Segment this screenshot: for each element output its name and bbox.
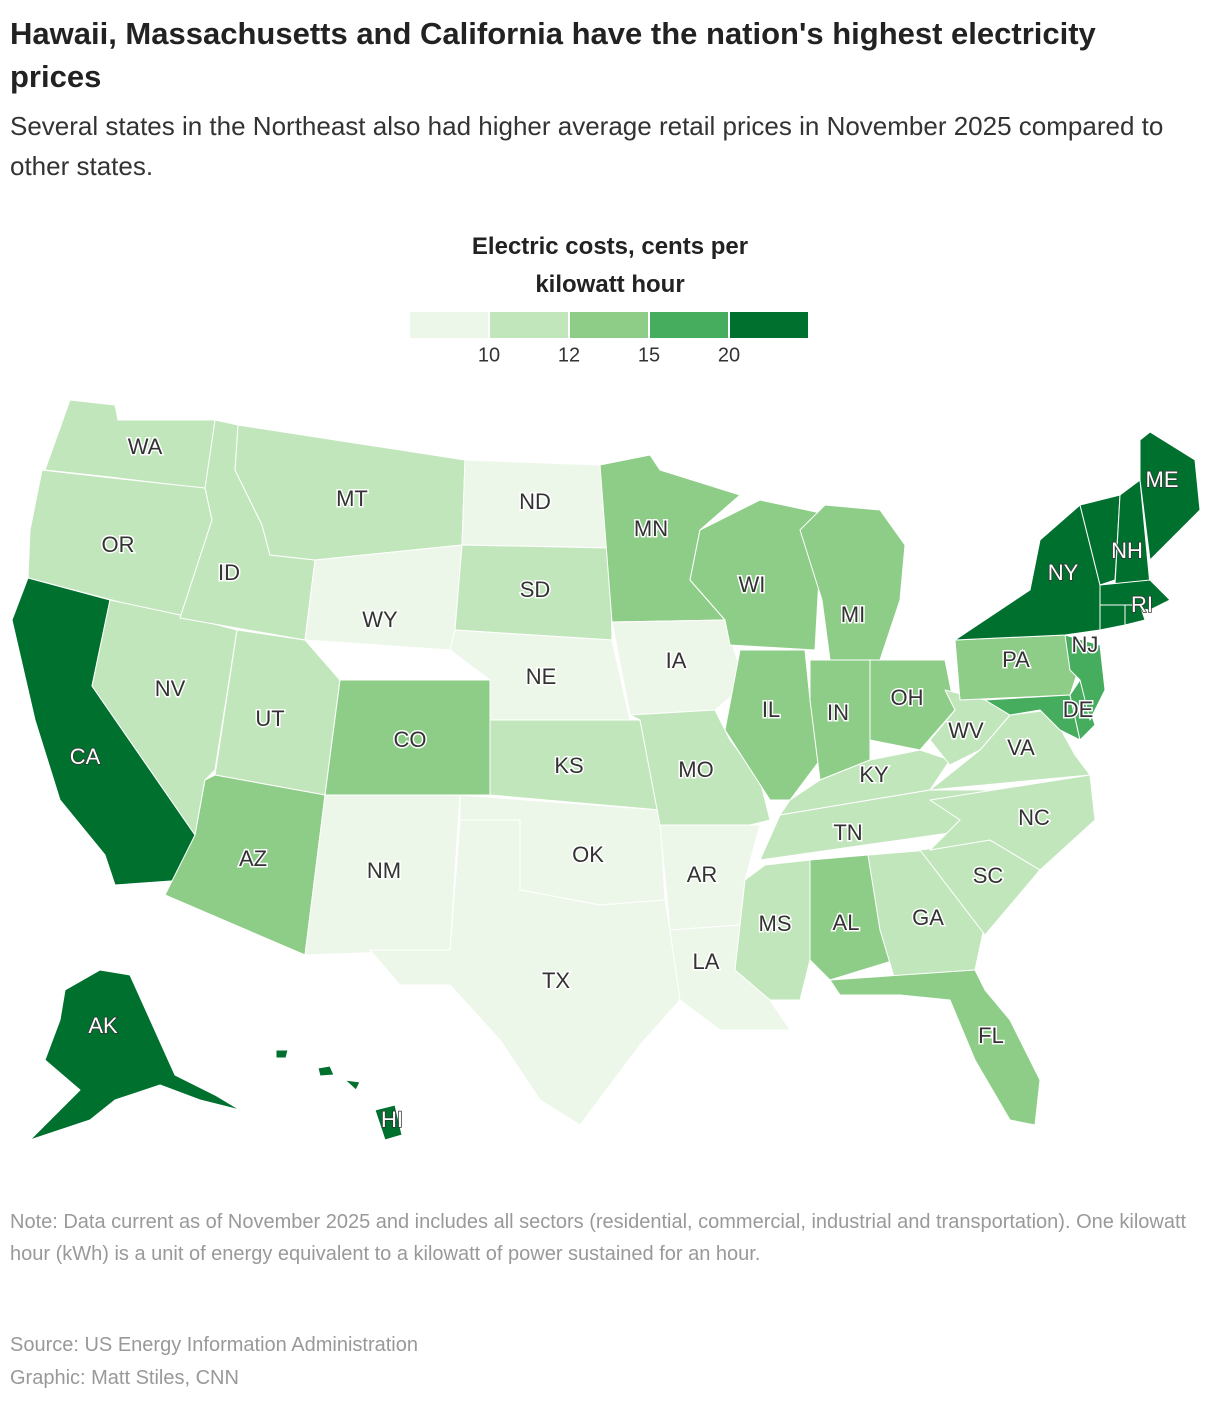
state-label: AR (687, 862, 718, 887)
state-label: OH (891, 685, 924, 710)
state-label: MT (336, 486, 368, 511)
note: Note: Data current as of November 2025 a… (10, 1211, 1187, 1265)
state-label: CO (394, 727, 427, 752)
state (1099, 579, 1171, 611)
state-label: PA (1002, 647, 1030, 672)
state-label: WY (362, 607, 398, 632)
state-label: SC (973, 863, 1004, 888)
state-label: GA (912, 905, 944, 930)
state (1139, 431, 1201, 561)
state (1064, 634, 1106, 721)
title: Hawaii, Massachusetts and California hav… (10, 16, 1096, 94)
state-label: DE (1063, 697, 1094, 722)
state-label: OR (102, 532, 135, 557)
legend-tick-label: 10 (478, 344, 500, 366)
state-label: SD (520, 577, 551, 602)
legend-swatch (490, 312, 568, 338)
state-label: RI (1131, 592, 1153, 617)
state-label: NV (155, 676, 186, 701)
state-label: NM (367, 858, 401, 883)
state (929, 774, 1096, 871)
legend-tick-label: 20 (718, 344, 740, 366)
state-label: TX (542, 968, 570, 993)
state-label: KS (554, 753, 583, 778)
state-label: IA (666, 648, 687, 673)
state-label: NJ (1072, 632, 1099, 657)
state-label: LA (693, 949, 720, 974)
state-label: WA (128, 434, 163, 459)
legend-tick-label: 12 (558, 344, 580, 366)
state-label: AK (88, 1013, 118, 1038)
state (1069, 679, 1096, 741)
state (629, 709, 771, 826)
state (1124, 604, 1146, 626)
state (29, 969, 241, 1141)
legend-swatch (730, 312, 808, 338)
credit: Graphic: Matt Stiles, CNN (10, 1367, 239, 1389)
state-label: HI (381, 1107, 403, 1132)
state-label: CA (70, 744, 101, 769)
state-label: VA (1007, 735, 1035, 760)
state-label: ID (218, 560, 240, 585)
state-label: MN (634, 516, 668, 541)
state-label: IL (762, 697, 780, 722)
state-label: NE (526, 664, 557, 689)
state (799, 504, 906, 661)
state-label: ND (519, 489, 551, 514)
state (275, 1049, 403, 1141)
state (689, 499, 831, 651)
state-label: MS (759, 911, 792, 936)
state (611, 619, 746, 716)
legend-tick-label: 15 (638, 344, 660, 366)
state (304, 544, 463, 651)
subtitle: Several states in the Northeast also had… (10, 111, 1164, 181)
state-label: NC (1018, 805, 1050, 830)
state-label: NY (1048, 560, 1079, 585)
state-label: AZ (239, 846, 267, 871)
state-label: WV (948, 718, 984, 743)
state (869, 659, 956, 751)
state-label: OK (572, 842, 604, 867)
legend-swatch (650, 312, 728, 338)
state (829, 969, 1041, 1126)
state-label: KY (859, 762, 889, 787)
state-label: MI (841, 602, 865, 627)
state (724, 649, 821, 801)
state-label: NH (1111, 538, 1143, 563)
source: Source: US Energy Information Administra… (10, 1334, 418, 1356)
state-label: ME (1146, 467, 1179, 492)
state-label: FL (978, 1023, 1004, 1048)
state (1099, 604, 1126, 631)
legend-swatch (570, 312, 648, 338)
state (369, 819, 681, 1126)
state-label: UT (255, 706, 284, 731)
state-label: TN (833, 820, 862, 845)
state-label: IN (827, 700, 849, 725)
legend-swatch (410, 312, 488, 338)
state-label: MO (678, 757, 713, 782)
state-label: AL (833, 910, 860, 935)
legend-title: Electric costs, cents per kilowatt hour (471, 233, 749, 298)
state-label: WI (739, 572, 766, 597)
